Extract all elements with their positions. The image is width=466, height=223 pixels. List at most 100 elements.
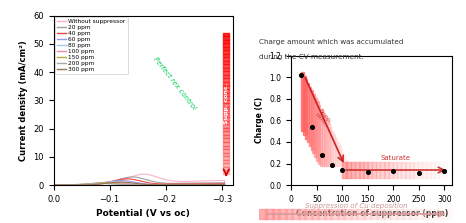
Bar	[389, 209, 397, 219]
Bar	[413, 162, 418, 178]
Bar	[331, 130, 333, 166]
Bar	[224, 138, 229, 142]
Bar	[224, 61, 229, 64]
X-axis label: Potential (V vs oc): Potential (V vs oc)	[96, 209, 190, 218]
Bar	[383, 209, 391, 219]
Bar	[291, 209, 300, 219]
Point	[441, 169, 448, 173]
Bar	[336, 142, 339, 166]
Bar	[224, 142, 229, 146]
Bar	[325, 120, 328, 166]
Bar	[356, 209, 365, 219]
Bar	[397, 162, 401, 178]
Bar	[224, 170, 229, 174]
Point	[415, 171, 423, 175]
Text: Supp. conc.: Supp. conc.	[224, 83, 229, 124]
Bar	[224, 64, 229, 68]
Bar	[317, 209, 326, 219]
Bar	[224, 149, 229, 153]
Bar	[224, 153, 229, 156]
Bar	[224, 146, 229, 149]
Bar	[439, 162, 443, 178]
Bar	[409, 162, 414, 178]
Bar	[224, 43, 229, 47]
Bar	[303, 76, 306, 135]
Bar	[384, 162, 389, 178]
Bar	[224, 163, 229, 167]
Legend: Without suppressor, 20 ppm, 40 ppm, 60 ppm, 80 ppm, 100 ppm, 150 ppm, 200 ppm, 3: Without suppressor, 20 ppm, 40 ppm, 60 p…	[55, 17, 128, 74]
Bar	[434, 162, 439, 178]
Bar	[224, 89, 229, 93]
X-axis label: Concentration of suppressor (ppm): Concentration of suppressor (ppm)	[295, 209, 448, 218]
Bar	[302, 72, 304, 131]
Bar	[322, 112, 324, 166]
Bar	[307, 83, 309, 142]
Text: Perfect rex control: Perfect rex control	[152, 56, 197, 111]
Bar	[422, 162, 426, 178]
Text: during the CV measurement.: during the CV measurement.	[259, 54, 363, 60]
Bar	[224, 107, 229, 110]
Bar	[405, 162, 410, 178]
Bar	[344, 156, 346, 166]
Bar	[323, 116, 326, 166]
Bar	[327, 123, 329, 166]
Bar	[371, 162, 376, 178]
Text: Charge amount which was accumulated: Charge amount which was accumulated	[259, 39, 403, 45]
Bar	[428, 209, 437, 219]
Bar	[435, 209, 443, 219]
Bar	[318, 105, 320, 164]
Bar	[285, 209, 293, 219]
Bar	[224, 33, 229, 36]
Bar	[363, 162, 368, 178]
Bar	[304, 209, 313, 219]
Bar	[224, 156, 229, 160]
Bar	[350, 209, 358, 219]
Bar	[422, 209, 430, 219]
Bar	[402, 209, 411, 219]
Bar	[224, 117, 229, 121]
Bar	[343, 162, 347, 178]
Text: Supp.
conc.: Supp. conc.	[313, 108, 333, 129]
Point	[318, 153, 326, 157]
Bar	[298, 209, 306, 219]
Bar	[265, 209, 274, 219]
Bar	[343, 209, 352, 219]
Bar	[430, 162, 435, 178]
Bar	[335, 138, 337, 166]
Point	[298, 73, 305, 77]
Bar	[224, 71, 229, 75]
Bar	[330, 209, 339, 219]
Bar	[224, 57, 229, 61]
Bar	[309, 87, 311, 146]
Bar	[415, 209, 424, 219]
Bar	[224, 75, 229, 78]
Text: Suppression of Cu deposition: Suppression of Cu deposition	[305, 203, 408, 209]
Bar	[338, 145, 341, 166]
Bar	[347, 162, 351, 178]
Bar	[329, 127, 331, 166]
Bar	[224, 50, 229, 54]
Bar	[224, 93, 229, 96]
Bar	[224, 135, 229, 138]
Bar	[342, 153, 344, 166]
Point	[339, 168, 346, 172]
Bar	[224, 85, 229, 89]
Bar	[337, 209, 345, 219]
Text: Saturate: Saturate	[381, 155, 411, 161]
Bar	[311, 90, 313, 150]
Point	[364, 170, 371, 174]
Bar	[224, 82, 229, 85]
Bar	[311, 209, 319, 219]
Bar	[350, 162, 356, 178]
Bar	[441, 209, 450, 219]
Bar	[448, 209, 456, 219]
Bar	[376, 209, 384, 219]
Bar	[401, 162, 405, 178]
Bar	[224, 128, 229, 131]
Bar	[224, 131, 229, 135]
Bar	[443, 162, 447, 178]
Bar	[224, 167, 229, 170]
Bar	[376, 162, 380, 178]
Point	[390, 169, 397, 173]
Bar	[224, 121, 229, 124]
